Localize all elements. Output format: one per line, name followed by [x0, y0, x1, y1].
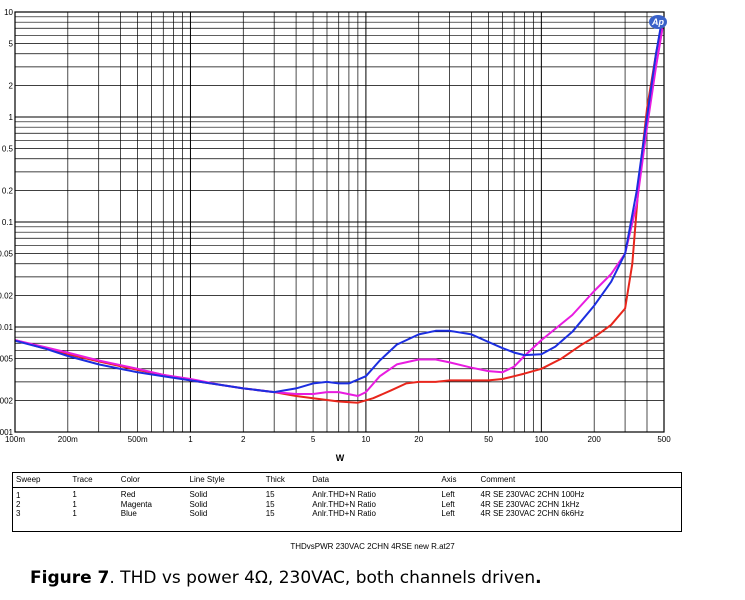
legend-cell: 15 — [265, 500, 275, 509]
ap-logo-icon: Ap — [649, 15, 667, 29]
legend-cell: Left — [441, 509, 455, 518]
legend-cell: 1 — [72, 489, 77, 499]
y-tick-labels: .001 .002 .005 0.01 0.02 0.05 0.1 0.2 0.5 1 2 5 10 — [0, 8, 14, 437]
legend-header-cell: Thick — [262, 473, 310, 488]
chart-grid — [14, 11, 665, 433]
y-tick-label: 0.2 — [2, 186, 14, 195]
logo-text: Ap — [651, 17, 664, 27]
legend-cell: Blue — [120, 509, 137, 518]
legend-body: 1 1 Red Solid 15 Anlr.THD+N Ratio Left 4R SE 23… — [13, 488, 681, 518]
legend-cell: 4R SE 230VAC 2CHN 1kHz — [480, 500, 580, 509]
x-tick-label: 100 — [535, 435, 549, 444]
x-tick-label: 200m — [58, 435, 78, 444]
legend-cell: 4R SE 230VAC 2CHN 100Hz — [480, 489, 585, 499]
series-line-3 — [14, 16, 664, 394]
x-axis-label: W — [336, 453, 345, 463]
legend-header-cell: Trace — [69, 473, 118, 488]
figure-caption: Figure 7. THD vs power 4Ω, 230VAC, both … — [30, 568, 542, 588]
legend-cell: Left — [441, 489, 455, 499]
legend-cell: 15 — [265, 489, 275, 499]
legend-cell: Anlr.THD+N Ratio — [312, 489, 376, 499]
legend-row: 1 1 Red Solid 15 Anlr.THD+N Ratio Left 4R SE 23… — [13, 488, 681, 501]
legend-cell: Anlr.THD+N Ratio — [312, 500, 376, 509]
y-tick-label: 2 — [9, 81, 14, 90]
caption-label: Figure 7 — [30, 568, 110, 588]
x-tick-label: 20 — [414, 435, 423, 444]
y-tick-label: .002 — [0, 396, 14, 405]
legend-header-cell: Comment — [477, 473, 681, 488]
legend-cell: Solid — [189, 500, 208, 509]
legend-cell: 1 — [16, 491, 21, 500]
legend-cell: 1 — [72, 509, 77, 518]
legend-cell: Solid — [189, 489, 208, 499]
legend-cell: 3 — [16, 509, 21, 518]
legend-cell: 2 — [16, 500, 21, 509]
y-tick-label: 0.05 — [0, 250, 14, 259]
chart-file-footnote: THDvsPWR 230VAC 2CHN 4RSE new R.at27 — [290, 542, 455, 551]
legend-header-cell: Data — [309, 473, 439, 488]
legend-cell: 1 — [72, 500, 77, 509]
caption-text: . THD vs power 4Ω, 230VAC, both channels… — [109, 568, 536, 588]
plot-frame — [14, 11, 665, 433]
legend-header-cell: Axis — [438, 473, 478, 488]
legend-cell: 4R SE 230VAC 2CHN 6k6Hz — [480, 509, 584, 518]
legend-cell: Red — [120, 489, 136, 499]
y-tick-label: 10 — [4, 8, 13, 17]
trace-legend-table: Sweep Trace Color Line Style Thick Data Axis Co… — [12, 472, 682, 532]
legend-row: 3 1 Blue Solid 15 Anlr.THD+N Ratio Left 4R SE 2… — [13, 509, 681, 518]
legend-header-row: Sweep Trace Color Line Style Thick Data Axis Co… — [13, 473, 681, 488]
x-tick-label: 2 — [241, 435, 246, 444]
x-tick-label: 1 — [188, 435, 193, 444]
y-tick-label: .001 — [0, 428, 14, 437]
thd-vs-power-chart: 100m 200m 500m 1 2 5 10 20 50 100 200 500 .001 .002.… — [0, 8, 671, 463]
y-tick-label: 0.01 — [0, 323, 14, 332]
x-tick-label: 10 — [361, 435, 370, 444]
legend-cell: 15 — [265, 509, 275, 518]
legend-header-cell: Sweep — [13, 473, 70, 488]
legend-cell: Left — [441, 500, 455, 509]
y-tick-label: .005 — [0, 355, 14, 364]
y-tick-label: 5 — [9, 40, 14, 49]
x-tick-label: 100m — [5, 435, 25, 444]
y-tick-label: 0.5 — [2, 145, 14, 154]
caption-end: . — [535, 568, 542, 588]
x-tick-label: 5 — [311, 435, 316, 444]
x-tick-label: 500 — [657, 435, 671, 444]
chart-series — [14, 16, 664, 404]
legend-cell: Solid — [189, 509, 208, 518]
x-tick-label: 500m — [128, 435, 148, 444]
x-tick-label: 50 — [484, 435, 493, 444]
x-tick-labels: 100m 200m 500m 1 2 5 10 20 50 100 200 500 — [5, 435, 671, 444]
legend-cell: Anlr.THD+N Ratio — [312, 509, 376, 518]
y-tick-label: 0.1 — [2, 218, 14, 227]
y-tick-label: 0.02 — [0, 291, 14, 300]
x-tick-label: 200 — [588, 435, 602, 444]
series-line-2 — [14, 28, 664, 397]
y-tick-label: 1 — [9, 113, 14, 122]
legend-cell: Magenta — [120, 500, 152, 509]
legend-header-cell: Color — [117, 473, 187, 488]
legend-header-cell: Line Style — [186, 473, 263, 488]
legend-row: 2 1 Magenta Solid 15 Anlr.THD+N Ratio Left 4R S… — [13, 500, 681, 509]
